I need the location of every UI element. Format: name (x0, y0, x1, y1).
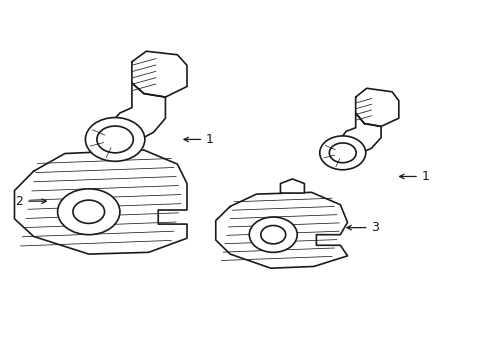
Ellipse shape (58, 189, 120, 235)
Polygon shape (215, 192, 347, 268)
Text: 3: 3 (346, 221, 379, 234)
Text: 1: 1 (399, 170, 429, 183)
Text: 2: 2 (15, 195, 46, 208)
Text: 1: 1 (183, 133, 214, 146)
Polygon shape (339, 113, 380, 154)
Ellipse shape (73, 200, 104, 224)
Polygon shape (355, 88, 398, 126)
Polygon shape (280, 179, 304, 193)
Ellipse shape (319, 136, 365, 170)
Ellipse shape (328, 143, 355, 163)
Ellipse shape (85, 118, 144, 161)
Polygon shape (98, 134, 127, 150)
Polygon shape (132, 51, 186, 97)
Polygon shape (110, 83, 165, 141)
Ellipse shape (260, 225, 285, 244)
Ellipse shape (249, 217, 297, 252)
Polygon shape (15, 150, 186, 254)
Ellipse shape (97, 126, 133, 153)
